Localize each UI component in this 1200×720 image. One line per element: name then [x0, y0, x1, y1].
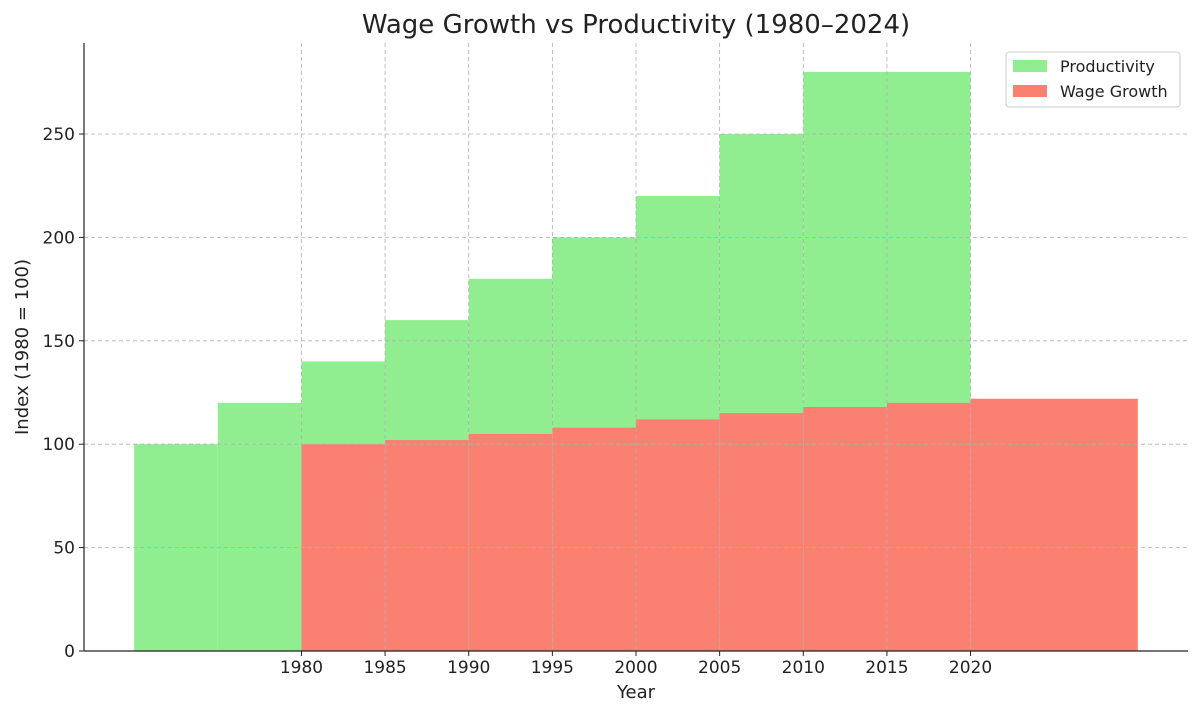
x-tick-label: 2000	[614, 658, 657, 678]
bar-productivity	[217, 402, 302, 651]
y-tick-label: 250	[43, 125, 75, 145]
legend-swatch-wage-growth	[1013, 85, 1047, 97]
bar-wage-growth	[719, 413, 804, 651]
chart-title: Wage Growth vs Productivity (1980–2024)	[362, 10, 910, 40]
y-tick-label: 200	[43, 228, 75, 248]
x-tick-label: 2020	[949, 658, 992, 678]
axes: 1980 1985 1990 1995 2000 2005 2010 2015 2020 0 50 1…	[43, 43, 1188, 678]
legend-label-productivity: Productivity	[1060, 57, 1155, 76]
legend-swatch-productivity	[1013, 60, 1047, 72]
bar-wage-growth	[385, 440, 469, 651]
x-tick-label: 2015	[865, 658, 908, 678]
legend-frame	[1005, 51, 1181, 108]
x-tick-label: 1985	[363, 658, 406, 678]
x-tick-label: 1995	[531, 658, 574, 678]
x-tick-label: 2005	[698, 658, 741, 678]
y-tick-label: 0	[64, 642, 75, 662]
bar-wage-growth	[886, 402, 971, 651]
bar-wage-growth	[970, 398, 1138, 651]
x-tick-label: 2010	[782, 658, 825, 678]
x-axis-label: Year	[616, 682, 656, 703]
legend: Productivity Wage Growth	[1005, 51, 1181, 108]
y-tick-label: 100	[43, 435, 75, 455]
y-axis-label: Index (1980 = 100)	[12, 259, 33, 435]
bar-wage-growth	[468, 433, 553, 651]
x-tick-label: 1990	[447, 658, 490, 678]
bar-wage-growth	[552, 427, 636, 651]
y-tick-label: 50	[53, 539, 75, 559]
x-tick-label: 1980	[280, 658, 323, 678]
bar-wage-growth	[803, 406, 887, 651]
bar-wage-growth	[636, 419, 720, 651]
y-tick-label: 150	[43, 332, 75, 352]
legend-label-wage-growth: Wage Growth	[1060, 82, 1168, 101]
